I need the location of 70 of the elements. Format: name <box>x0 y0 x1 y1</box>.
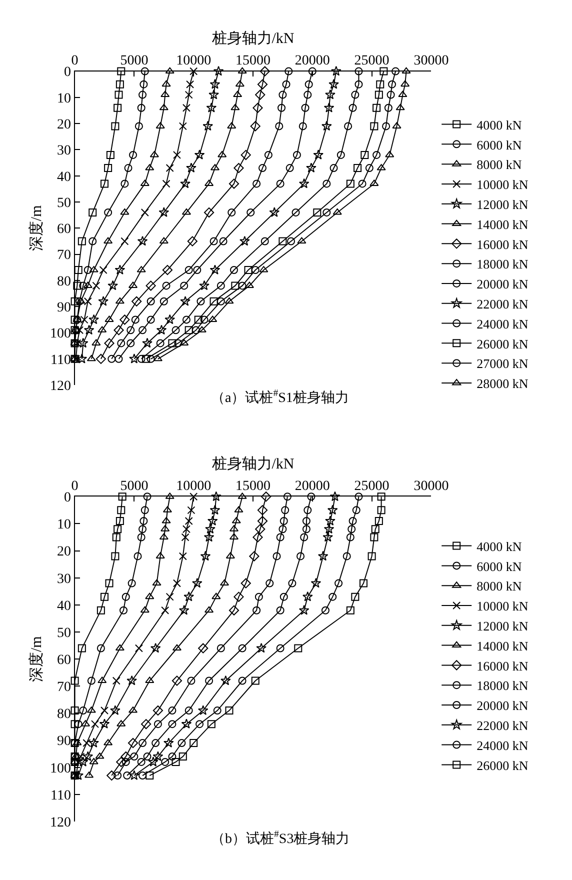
legend-label: 4000 kN <box>476 117 522 132</box>
y-tick-label: 80 <box>57 707 71 722</box>
legend-label: 10000 kN <box>476 177 529 192</box>
y-tick-label: 100 <box>50 326 71 342</box>
legend-label: 20000 kN <box>476 698 529 714</box>
legend-label: 26000 kN <box>476 336 529 352</box>
y-tick-label: 20 <box>57 117 71 132</box>
legend-label: 6000 kN <box>476 137 522 152</box>
legend-label: 16000 kN <box>476 658 529 674</box>
legend-label: 6000 kN <box>476 558 522 574</box>
y-tick-label: 50 <box>57 626 71 641</box>
x-axis-title: 桩身轴力/kN <box>210 455 294 472</box>
legend-label: 24000 kN <box>476 738 529 753</box>
x-tick-label: 25000 <box>354 54 390 69</box>
legend-label: 28000 kN <box>476 376 529 392</box>
y-tick-label: 80 <box>57 274 71 290</box>
legend-label: 12000 kN <box>476 618 529 634</box>
y-tick-label: 120 <box>50 815 71 830</box>
text: （a）试桩$^{#}$S1桩身轴力 <box>211 388 349 406</box>
x-tick-label: 30000 <box>414 54 449 69</box>
legend-label: 20000 kN <box>476 276 529 292</box>
legend-label: 8000 kN <box>476 578 522 594</box>
legend-label: 14000 kN <box>476 216 529 232</box>
legend-label: 4000 kN <box>476 538 522 554</box>
y-tick-label: 10 <box>57 91 71 106</box>
x-tick-label: 10000 <box>176 479 212 494</box>
legend-label: 12000 kN <box>476 196 529 212</box>
x-tick-label: 15000 <box>236 479 270 494</box>
legend-label: 24000 kN <box>476 316 529 332</box>
x-tick-label: 10000 <box>176 54 212 69</box>
legend-label: 10000 kN <box>476 598 529 614</box>
y-tick-label: 30 <box>57 572 71 587</box>
legend-label: 26000 kN <box>476 758 529 773</box>
legend-label: 18000 kN <box>476 678 529 694</box>
y-tick-label: 90 <box>57 734 71 750</box>
y-tick-label: 70 <box>57 248 71 264</box>
text: （b）试桩$^{#}$S3桩身轴力 <box>211 829 350 847</box>
y-tick-label: 60 <box>57 222 71 238</box>
legend-label: 18000 kN <box>476 256 529 272</box>
x-tick-label: 5000 <box>120 54 148 69</box>
x-tick-label: 20000 <box>294 54 330 69</box>
x-tick-label: 20000 <box>294 479 330 494</box>
y-tick-label: 120 <box>50 378 71 394</box>
legend-label: 14000 kN <box>476 638 529 654</box>
y-tick-label: 40 <box>57 598 71 614</box>
y-tick-label: 110 <box>50 352 71 368</box>
y-tick-label: 100 <box>50 761 71 776</box>
x-tick-label: 15000 <box>236 54 270 69</box>
y-tick-label: 110 <box>50 788 71 804</box>
x-tick-label: 30000 <box>414 479 449 494</box>
y-tick-label: 20 <box>57 544 71 560</box>
legend-label: 8000 kN <box>476 157 522 172</box>
y-tick-label: 0 <box>64 490 71 506</box>
y-tick-label: 50 <box>57 196 71 211</box>
x-tick-label: 25000 <box>354 479 390 494</box>
y-tick-label: 10 <box>57 518 71 533</box>
y-tick-label: 40 <box>57 170 71 185</box>
legend-label: 16000 kN <box>476 236 529 252</box>
x-tick-label: 5000 <box>120 479 148 494</box>
x-axis-title: 桩身轴力/kN <box>210 30 294 47</box>
y-axis-title: 深度/m <box>28 636 46 682</box>
y-tick-label: 90 <box>57 300 71 316</box>
legend-label: 22000 kN <box>476 296 529 312</box>
y-tick-label: 30 <box>57 144 71 159</box>
legend-label: 22000 kN <box>476 718 529 733</box>
y-tick-label: 60 <box>57 652 71 668</box>
y-axis-title: 深度/m <box>28 204 46 252</box>
y-tick-label: 0 <box>64 65 71 80</box>
y-tick-label: 70 <box>57 680 71 696</box>
legend-label: 27000 kN <box>476 356 529 372</box>
